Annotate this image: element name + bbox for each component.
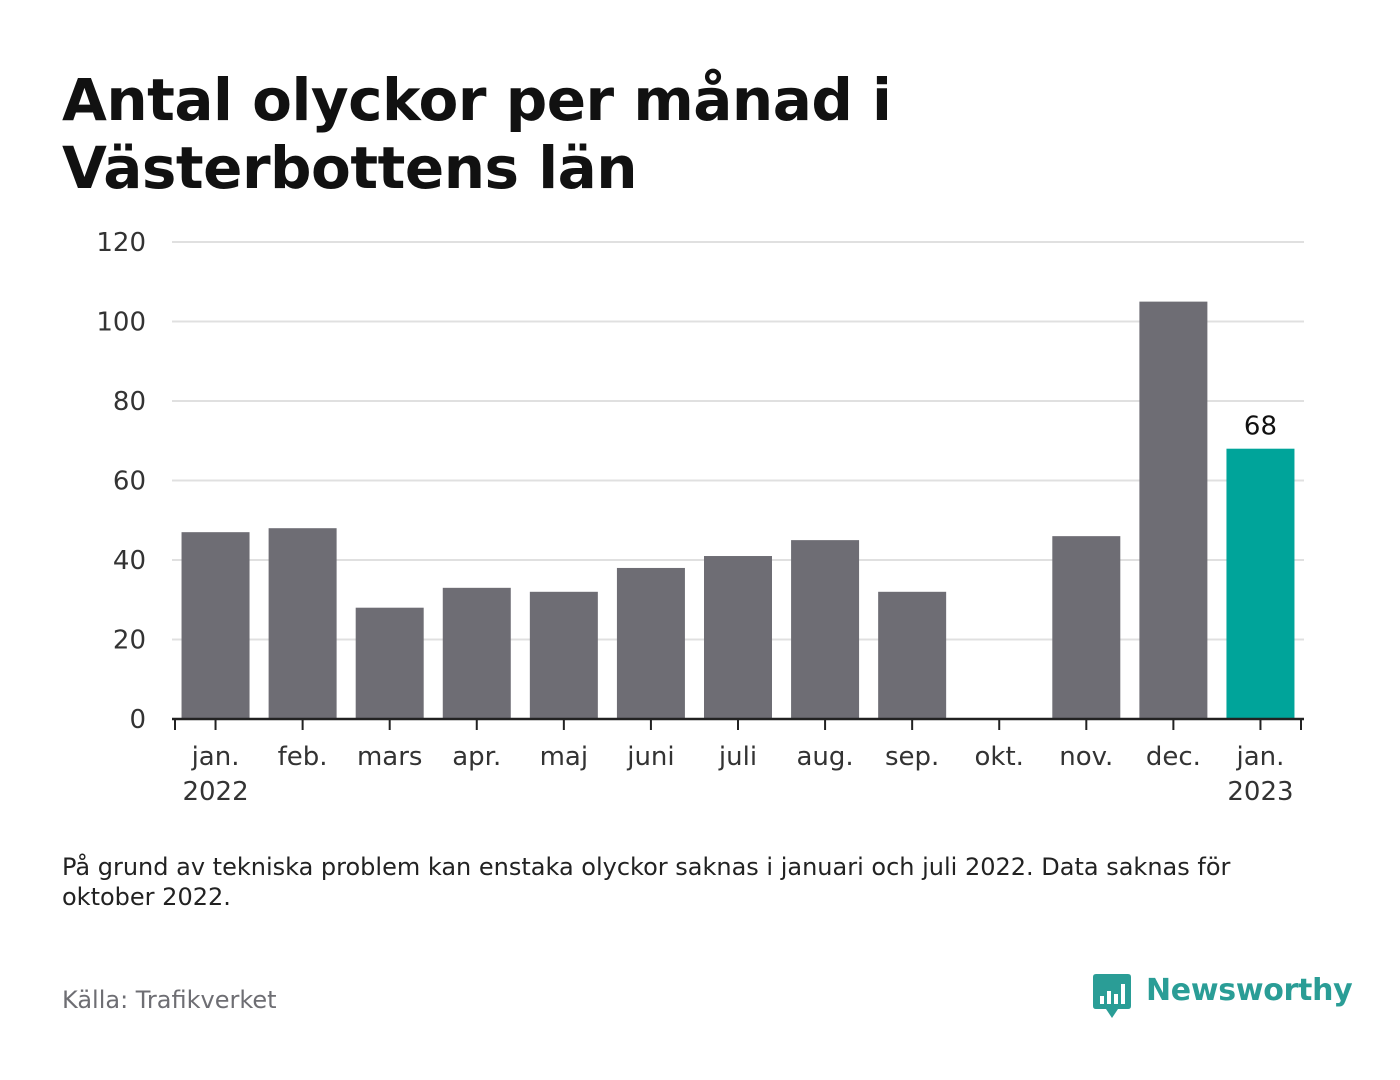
x-tick-label: sep. — [885, 742, 939, 772]
x-tick-label: juni — [626, 742, 674, 772]
bar — [1226, 448, 1295, 719]
x-axis-ticks: jan. 2022 feb. mars apr. maj juni juli aug. sep. o… — [182, 742, 1293, 807]
bar — [616, 567, 685, 719]
x-tick-label: juli — [718, 742, 757, 772]
x-tick-label: aug. — [796, 742, 853, 772]
data-labels: 68 — [1244, 412, 1277, 442]
bar — [1139, 301, 1208, 719]
bar — [355, 607, 424, 719]
y-tick-label: 80 — [113, 387, 146, 417]
x-tick-label: apr. — [452, 742, 501, 772]
bar — [878, 591, 947, 719]
bar — [791, 540, 860, 719]
x-tick-label: 2023 — [1227, 777, 1293, 807]
chart-note: På grund av tekniska problem kan enstaka… — [62, 853, 1231, 911]
x-tick-label: jan. — [191, 742, 240, 772]
x-tick-label: dec. — [1146, 742, 1201, 772]
bar — [181, 532, 250, 719]
x-tick-label: okt. — [975, 742, 1024, 772]
x-tick-label: 2022 — [182, 777, 248, 807]
x-tick-label: mars — [357, 742, 423, 772]
y-tick-label: 120 — [96, 228, 146, 258]
x-tick-label: feb. — [278, 742, 328, 772]
source-credit: Källa: Trafikverket — [62, 986, 277, 1014]
x-axis — [172, 717, 1304, 730]
chart-title: Antal olyckor per månad i Västerbottens … — [62, 66, 892, 202]
bar — [268, 528, 337, 719]
brand-logo[interactable]: Newsworthy — [1092, 972, 1353, 1022]
y-tick-label: 100 — [96, 308, 146, 338]
newsworthy-logo-icon — [1092, 972, 1132, 1026]
x-tick-label: nov. — [1059, 742, 1113, 772]
bar — [1052, 536, 1121, 719]
x-tick-label: maj — [540, 742, 588, 772]
bar — [529, 591, 598, 719]
data-label: 68 — [1244, 412, 1277, 442]
y-tick-label: 0 — [129, 705, 146, 735]
bars — [181, 301, 1295, 719]
y-axis-ticks: 0 20 40 60 80 100 120 — [96, 228, 146, 735]
x-tick-label: jan. — [1236, 742, 1285, 772]
bar — [442, 587, 511, 719]
brand-name: Newsworthy — [1146, 973, 1353, 1008]
y-tick-label: 40 — [113, 546, 146, 576]
y-tick-label: 20 — [113, 626, 146, 656]
bar — [704, 556, 772, 719]
y-tick-label: 60 — [113, 467, 146, 497]
